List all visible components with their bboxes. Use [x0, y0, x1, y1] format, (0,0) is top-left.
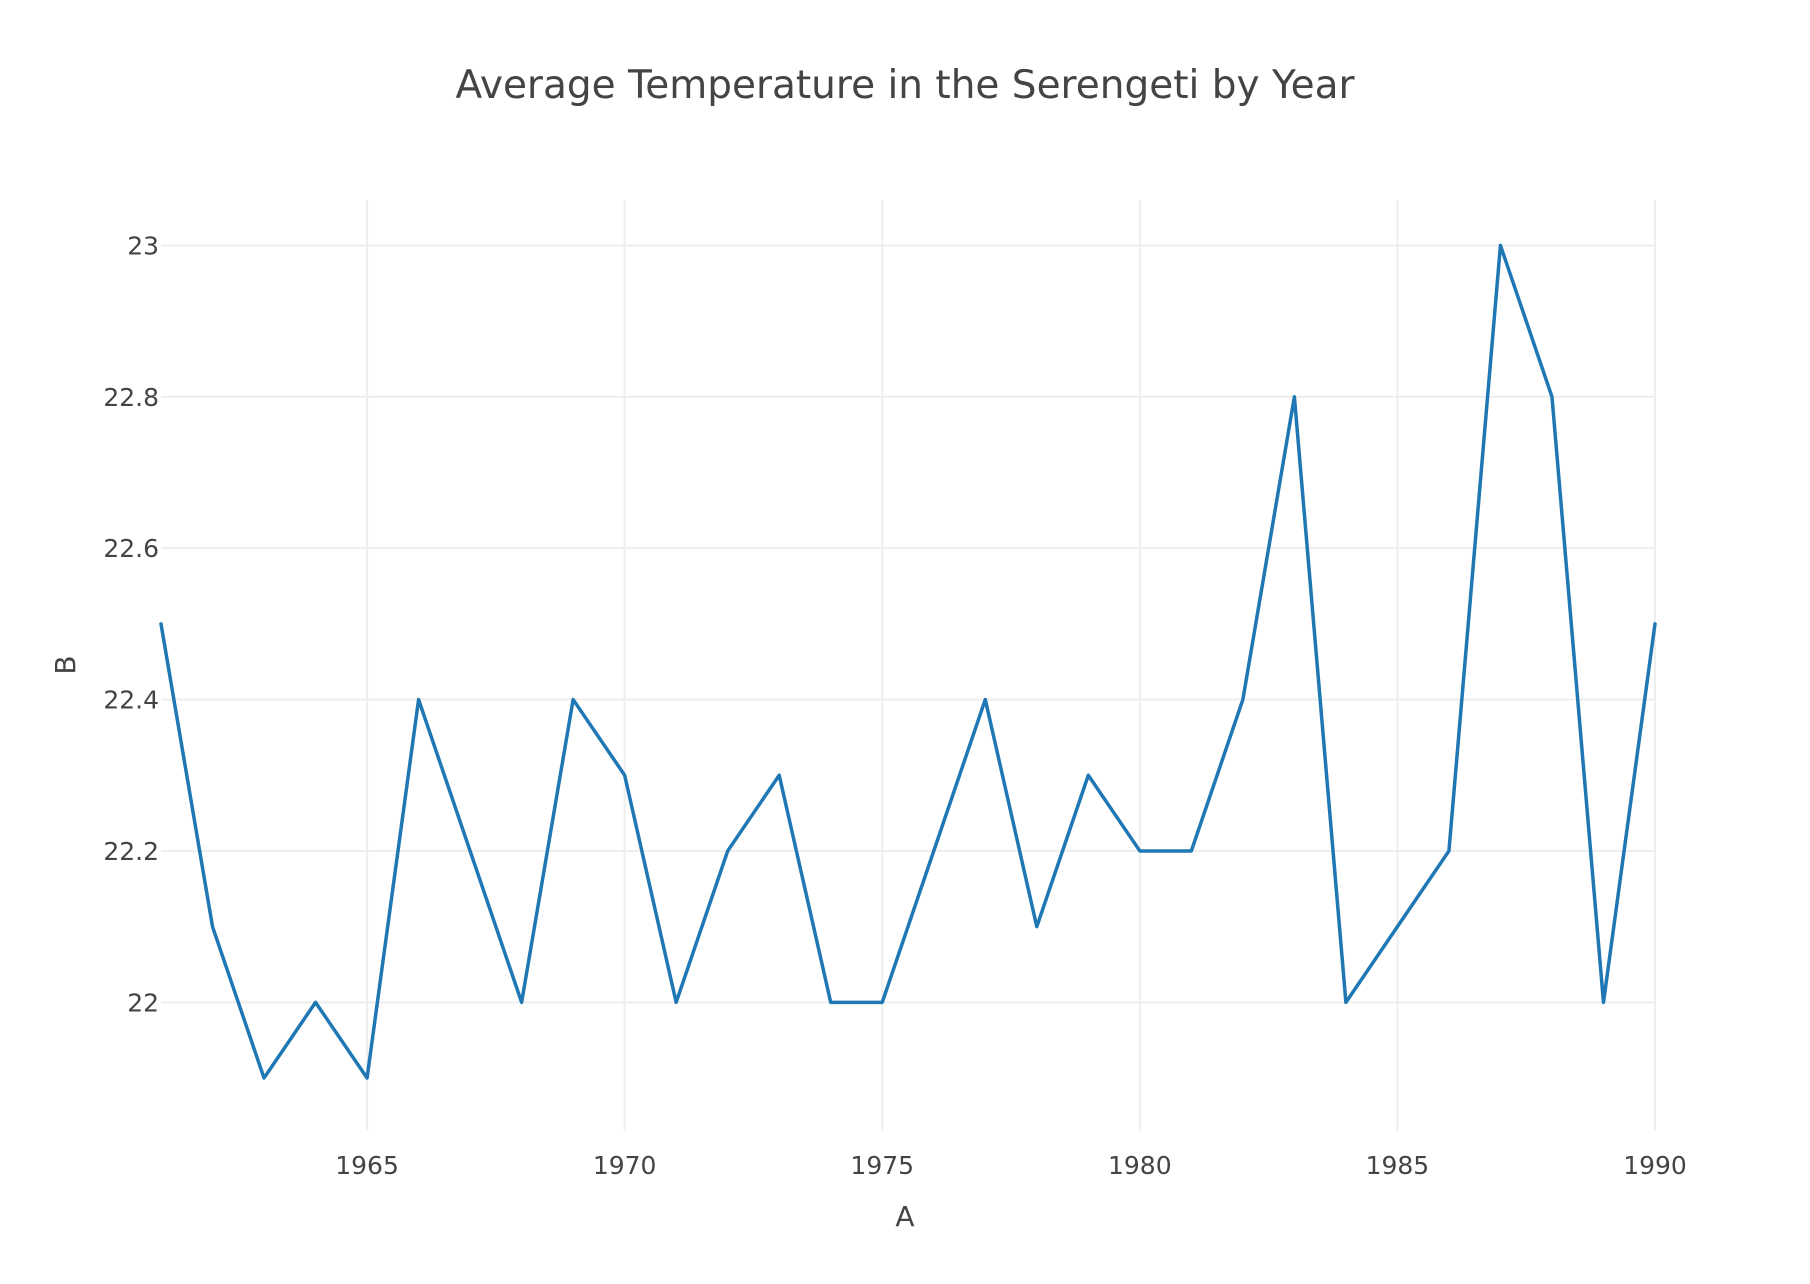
x-tick-label-1970: 1970 [593, 1151, 657, 1180]
y-tick-label-22-4: 22.4 [103, 686, 159, 715]
x-axis-title: A [895, 1200, 914, 1233]
x-grid-lines [366, 200, 1656, 1131]
chart-title: Average Temperature in the Serengeti by … [455, 63, 1355, 108]
y-tick-label-22-8: 22.8 [103, 383, 159, 412]
y-grid-lines [161, 244, 1655, 1004]
series-group [159, 243, 1657, 1080]
series-line-0 [159, 243, 1657, 1080]
x-tick-label-1965: 1965 [335, 1151, 399, 1180]
y-tick-label-23: 23 [127, 231, 159, 260]
x-tick-label-1990: 1990 [1623, 1151, 1687, 1180]
x-tick-label-1985: 1985 [1366, 1151, 1430, 1180]
x-tick-label-1980: 1980 [1108, 1151, 1172, 1180]
y-tick-label-22-6: 22.6 [103, 534, 159, 563]
y-axis-title: B [49, 655, 82, 674]
x-axis-ticks: 1965 1970 1975 1980 1985 1990 [335, 1151, 1687, 1180]
x-tick-label-1975: 1975 [850, 1151, 914, 1180]
y-tick-label-22: 22 [127, 988, 159, 1017]
y-axis-ticks: 22 22.2 22.4 22.6 22.8 23 [103, 231, 159, 1017]
y-tick-label-22-2: 22.2 [103, 837, 159, 866]
